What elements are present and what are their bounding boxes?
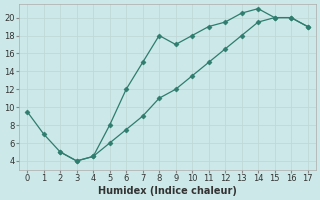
X-axis label: Humidex (Indice chaleur): Humidex (Indice chaleur) xyxy=(98,186,237,196)
